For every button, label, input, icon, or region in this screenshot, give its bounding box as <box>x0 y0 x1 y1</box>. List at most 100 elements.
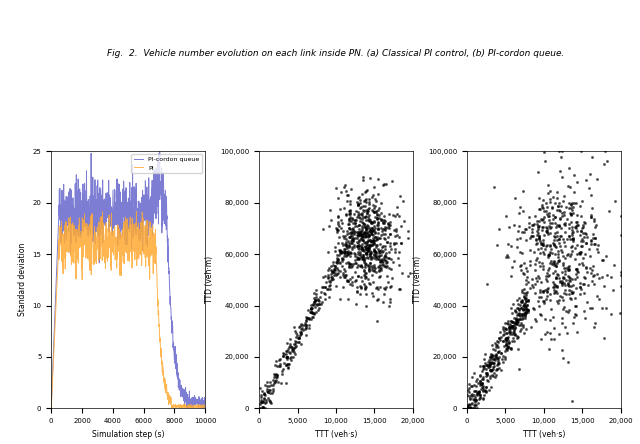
Point <box>482 362 492 369</box>
Point <box>355 261 365 268</box>
Point <box>572 251 582 258</box>
Point <box>561 290 571 297</box>
Point <box>358 219 369 226</box>
Point <box>513 309 524 317</box>
Point <box>474 390 484 397</box>
Point <box>355 242 365 249</box>
Point <box>358 257 369 264</box>
Point <box>355 204 365 211</box>
Point <box>371 208 381 215</box>
Point <box>552 221 562 228</box>
Point <box>527 228 538 235</box>
Point <box>492 353 502 360</box>
Point <box>371 242 381 249</box>
Point <box>294 323 304 330</box>
Point <box>360 262 370 269</box>
Point <box>554 167 564 174</box>
Point <box>516 310 527 317</box>
Point <box>509 329 519 336</box>
Point <box>349 223 360 230</box>
Point <box>518 324 529 331</box>
Point <box>289 350 300 357</box>
Point <box>587 277 597 284</box>
Point <box>358 246 368 254</box>
Point <box>374 234 385 242</box>
Point <box>291 329 301 337</box>
Point <box>475 371 485 378</box>
Point <box>531 318 541 325</box>
Point <box>365 248 375 255</box>
Point <box>466 400 476 407</box>
Point <box>481 366 491 373</box>
Point <box>322 285 332 292</box>
Point <box>543 252 553 259</box>
Point <box>502 320 513 327</box>
Point <box>507 324 517 331</box>
Point <box>464 401 474 408</box>
Point <box>351 288 362 295</box>
Point <box>512 318 522 325</box>
Point <box>481 388 491 395</box>
Point <box>284 364 294 371</box>
Point <box>367 290 378 297</box>
Point <box>483 363 493 370</box>
Point <box>472 389 483 396</box>
Point <box>289 348 299 355</box>
Point <box>265 387 275 394</box>
Point <box>357 256 367 263</box>
Point <box>339 252 349 259</box>
Point <box>543 230 554 238</box>
Point <box>497 333 507 341</box>
Point <box>390 245 400 252</box>
Point <box>339 204 349 211</box>
Point <box>306 305 316 313</box>
Point <box>476 391 486 398</box>
Point <box>564 267 574 274</box>
Point <box>381 250 391 257</box>
Point <box>480 388 490 395</box>
Point <box>529 260 540 267</box>
Point <box>474 388 484 395</box>
Point <box>532 227 543 234</box>
Point <box>285 342 296 349</box>
Point <box>538 288 548 295</box>
Point <box>521 237 531 244</box>
Point <box>507 331 517 338</box>
Point <box>487 366 497 373</box>
Point <box>469 370 479 377</box>
Point <box>363 222 373 230</box>
Point <box>353 245 363 252</box>
Point <box>360 234 370 241</box>
Point <box>531 290 541 297</box>
Point <box>372 225 383 232</box>
Point <box>586 305 596 312</box>
Point <box>602 157 612 164</box>
Point <box>564 210 575 217</box>
Point <box>538 231 548 238</box>
Point <box>363 207 373 214</box>
Point <box>509 306 520 313</box>
Point <box>564 290 575 297</box>
Point <box>552 260 562 267</box>
Point <box>257 399 268 406</box>
Point <box>518 301 529 308</box>
Point <box>464 400 474 408</box>
Point <box>504 340 514 347</box>
Point <box>532 231 542 238</box>
Point <box>386 265 396 272</box>
Point <box>302 314 312 321</box>
Point <box>369 209 379 216</box>
Point <box>466 383 476 390</box>
Point <box>372 297 382 304</box>
Point <box>372 286 383 293</box>
Point <box>383 234 393 241</box>
Point <box>358 229 369 236</box>
Point <box>372 236 382 243</box>
Point <box>477 394 488 401</box>
Point <box>369 238 380 245</box>
Point <box>520 303 531 310</box>
Point <box>365 242 375 249</box>
Point <box>578 222 588 229</box>
Point <box>488 373 498 380</box>
Point <box>356 227 366 234</box>
